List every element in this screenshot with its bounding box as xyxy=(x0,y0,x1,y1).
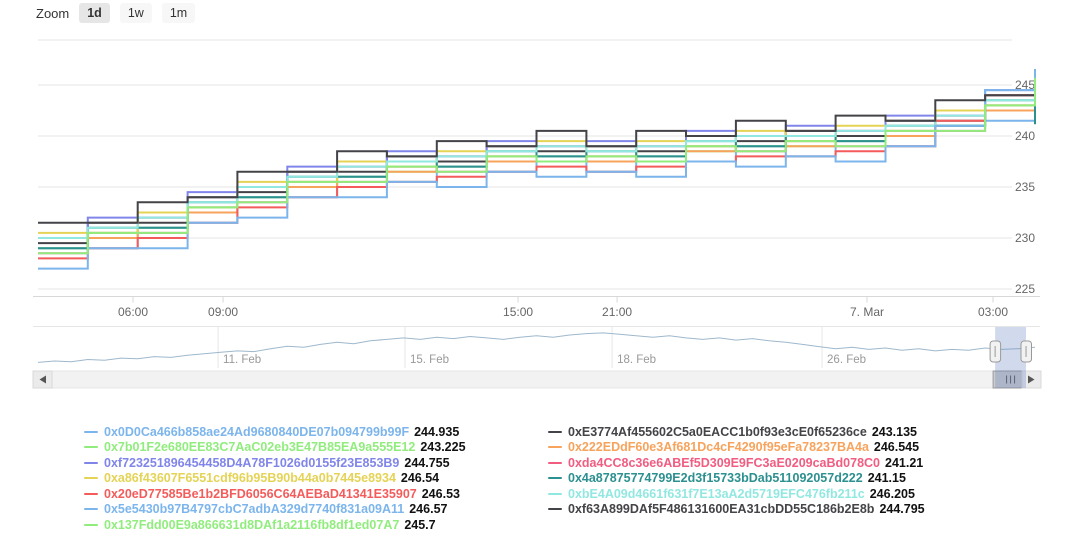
legend-address: 0xa86f43607F6551cdf96b95B90b44a0b7445e89… xyxy=(104,471,396,486)
zoom-button-1d[interactable]: 1d xyxy=(79,3,110,23)
zoom-button-1m[interactable]: 1m xyxy=(161,3,196,23)
legend: 0x0D0Ca466b858ae24Ad9680840DE07b094799b9… xyxy=(0,424,1080,536)
y-axis-label: 240 xyxy=(1015,129,1035,143)
x-axis-label: 15:00 xyxy=(503,305,533,319)
legend-item[interactable]: 0x137Fdd00E9a866631d8DAf1a2116fb8df1ed07… xyxy=(84,517,466,533)
legend-item[interactable]: 0x5e5430b97B4797cbC7adbA329d7740f831a09A… xyxy=(84,502,466,518)
zoom-button-1w[interactable]: 1w xyxy=(119,3,152,23)
legend-address: 0xf63A899DAf5F486131600EA31cbDD55C186b2E… xyxy=(568,502,875,517)
y-axis-label: 230 xyxy=(1015,231,1035,245)
legend-address: 0x20eD77585Be1b2BFD6056C64AEBaD41341E359… xyxy=(104,486,417,501)
legend-value: 243.225 xyxy=(420,440,466,455)
chart-canvas: 225 230 235 240 245 06:00 09:00 15:00 21:00 7. Ma… xyxy=(32,39,1042,389)
zoom-toolbar: Zoom 1d 1w 1m xyxy=(36,3,196,23)
legend-marker-icon xyxy=(548,446,562,449)
series-line-12 xyxy=(38,77,1036,255)
y-axis-label: 245 xyxy=(1015,78,1035,92)
legend-item[interactable]: 0xbE4A09d4661f631f7E13aA2d5719EFC476fb21… xyxy=(548,486,925,502)
legend-item[interactable]: 0x222EDdF60e3Af681Dc4cF4290f95eFa78237BA… xyxy=(548,440,925,456)
legend-item[interactable]: 0xf723251896454458D4A78F1026d0155f23E853… xyxy=(84,455,466,471)
legend-address: 0xbE4A09d4661f631f7E13aA2d5719EFC476fb21… xyxy=(568,486,865,501)
legend-value: 246.53 xyxy=(421,486,460,501)
legend-address: 0x4a87875774799E2d3f15733bDab511092057d2… xyxy=(568,471,863,486)
legend-item[interactable]: 0x4a87875774799E2d3f15733bDab511092057d2… xyxy=(548,471,925,487)
legend-marker-icon xyxy=(548,461,562,464)
legend-item[interactable]: 0x20eD77585Be1b2BFD6056C64AEBaD41341E359… xyxy=(84,486,466,502)
legend-marker-icon xyxy=(84,477,98,480)
x-axis-label: 7. Mar xyxy=(850,305,884,319)
series-line-10 xyxy=(38,69,1036,270)
zoom-label: Zoom xyxy=(36,5,70,21)
legend-address: 0xda4CC8c36e6ABEf5D309E9FC3aE0209caBd078… xyxy=(568,455,880,470)
x-axis-label: 21:00 xyxy=(602,305,632,319)
legend-marker-icon xyxy=(548,508,562,511)
y-axis-label: 225 xyxy=(1015,282,1035,296)
scrollbar-track[interactable] xyxy=(51,370,1023,389)
zoom-buttons-group: 1d 1w 1m xyxy=(79,3,196,23)
legend-item[interactable]: 0x0D0Ca466b858ae24Ad9680840DE07b094799b9… xyxy=(84,424,466,440)
legend-value: 246.545 xyxy=(873,440,920,455)
legend-value: 246.205 xyxy=(869,486,915,501)
legend-address: 0x0D0Ca466b858ae24Ad9680840DE07b094799b9… xyxy=(104,424,410,439)
legend-marker-icon xyxy=(84,430,98,433)
legend-value: 245.7 xyxy=(404,517,436,532)
legend-marker-icon xyxy=(84,446,98,449)
legend-value: 241.21 xyxy=(885,455,924,470)
legend-address: 0xf723251896454458D4A78F1026d0155f23E853… xyxy=(104,455,400,470)
legend-address: 0x137Fdd00E9a866631d8DAf1a2116fb8df1ed07… xyxy=(104,517,400,532)
legend-marker-icon xyxy=(548,430,562,433)
legend-address: 0x5e5430b97B4797cbC7adbA329d7740f831a09A… xyxy=(104,502,405,517)
legend-value: 246.57 xyxy=(409,502,448,517)
legend-column-left: 0x0D0Ca466b858ae24Ad9680840DE07b094799b9… xyxy=(84,424,466,533)
y-axis-label: 235 xyxy=(1015,180,1035,194)
navigator-date-label: 26. Feb xyxy=(827,354,866,366)
legend-value: 244.755 xyxy=(404,455,450,470)
scrollbar-right-arrow-icon xyxy=(1028,375,1035,384)
navigator-date-label: 18. Feb xyxy=(617,354,656,366)
legend-value: 243.135 xyxy=(871,424,918,439)
x-axis-label: 06:00 xyxy=(118,305,148,319)
legend-value: 241.15 xyxy=(867,471,906,486)
legend-marker-icon xyxy=(84,492,98,495)
legend-item[interactable]: 0xE3774Af455602C5a0EACC1b0f93e3cE0f65236… xyxy=(548,424,925,440)
legend-item[interactable]: 0xf63A899DAf5F486131600EA31cbDD55C186b2E… xyxy=(548,502,925,518)
legend-marker-icon xyxy=(84,508,98,511)
legend-address: 0x7b01F2e680EE83C7AaC02eb3E47B85EA9a555E… xyxy=(104,440,416,455)
legend-item[interactable]: 0x7b01F2e680EE83C7AaC02eb3E47B85EA9a555E… xyxy=(84,440,466,456)
legend-address: 0xE3774Af455602C5a0EACC1b0f93e3cE0f65236… xyxy=(568,424,867,439)
navigator-date-label: 15. Feb xyxy=(410,354,449,366)
legend-marker-icon xyxy=(548,492,562,495)
legend-column-right: 0xE3774Af455602C5a0EACC1b0f93e3cE0f65236… xyxy=(548,424,925,517)
navigator-sparkline xyxy=(37,332,1036,363)
legend-marker-icon xyxy=(84,523,98,526)
legend-address: 0x222EDdF60e3Af681Dc4cF4290f95eFa78237BA… xyxy=(568,440,869,455)
x-axis-label: 09:00 xyxy=(208,305,238,319)
series-line-11 xyxy=(38,87,1036,224)
series-line-9 xyxy=(38,72,1036,239)
legend-value: 244.795 xyxy=(879,502,925,517)
scrollbar-left-arrow-icon xyxy=(39,375,46,384)
legend-marker-icon xyxy=(84,461,98,464)
legend-item[interactable]: 0xa86f43607F6551cdf96b95B90b44a0b7445e89… xyxy=(84,471,466,487)
x-axis-label: 03:00 xyxy=(978,305,1008,319)
legend-marker-icon xyxy=(548,477,562,480)
navigator-date-label: 11. Feb xyxy=(223,354,261,366)
legend-item[interactable]: 0xda4CC8c36e6ABEf5D309E9FC3aE0209caBd078… xyxy=(548,455,925,471)
legend-value: 246.54 xyxy=(400,471,440,486)
legend-value: 244.935 xyxy=(414,424,460,439)
